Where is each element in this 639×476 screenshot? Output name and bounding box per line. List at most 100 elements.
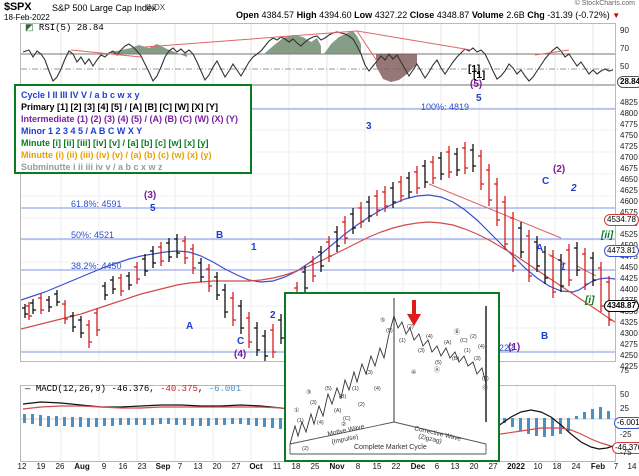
rsi-tick-70: 70: [620, 44, 629, 53]
symbol-ticker: $SPX: [4, 1, 32, 13]
xtick-5: 16: [118, 462, 128, 471]
inset-diagram: (1) (2) (3) (4) (5) (A) (B) (C) (1) (2) (3) (4…: [289, 298, 489, 455]
svg-text:①: ①: [294, 407, 299, 414]
legend-intermediate: Intermediate (1) (2) (3) (4) (5) / (A) (…: [21, 114, 238, 124]
svg-text:③: ③: [306, 389, 311, 396]
xtick-0: 12: [17, 462, 27, 471]
xtick-1: 19: [36, 462, 46, 471]
price-tick-4275: 4275: [620, 340, 638, 349]
volume-value: 2.6B: [506, 10, 525, 20]
xtick-15: 25: [310, 462, 320, 471]
svg-text:(3): (3): [366, 370, 373, 376]
xtick-25: 2022: [507, 462, 525, 471]
xtick-4: 9: [101, 462, 107, 471]
svg-text:②: ②: [341, 421, 346, 428]
svg-text:(4): (4): [374, 386, 381, 392]
xtick-29: Feb: [590, 462, 606, 471]
wave-label-minor-B-left: B: [216, 230, 224, 241]
svg-text:(2): (2): [358, 402, 365, 408]
xtick-26: 10: [533, 462, 543, 471]
open-label: Open: [236, 10, 260, 20]
macd-value: -46.376: [111, 384, 150, 394]
macd-tick-neg75: -75: [620, 448, 632, 457]
xtick-11: 27: [231, 462, 241, 471]
wave-label-primary-1: [1]: [468, 64, 481, 75]
wave-label-minor-C-left: C: [237, 336, 245, 347]
price-tick-4675: 4675: [620, 164, 638, 173]
svg-text:(4): (4): [317, 420, 324, 426]
wave-label-minor-1-right: 1: [560, 262, 566, 273]
rsi-indicator-icon: ◩: [25, 23, 34, 33]
low-label: Low: [354, 10, 373, 20]
fib-label-50: 50%: 4521: [71, 230, 115, 240]
svg-text:Ⓑ: Ⓑ: [454, 328, 460, 336]
svg-text:(2): (2): [470, 334, 477, 340]
price-tick-4450: 4450: [620, 263, 638, 272]
price-callout-red: 4534.78: [604, 214, 639, 226]
price-tick-4300: 4300: [620, 329, 638, 338]
fib-label-382: 38.2%: 4450: [71, 261, 122, 271]
xtick-22: 13: [450, 462, 460, 471]
svg-text:(3): (3): [418, 348, 425, 354]
wave-label-intermediate-4: (4): [234, 349, 247, 360]
svg-text:(C): (C): [460, 338, 468, 344]
wave-label-minor-2-right: 2: [571, 183, 577, 194]
xtick-6: 23: [137, 462, 147, 471]
svg-text:(1): (1): [352, 386, 359, 392]
svg-text:(5): (5): [435, 360, 442, 366]
quote-bar: Open 4384.57 High 4394.60 Low 4327.22 Cl…: [236, 10, 620, 20]
x-axis: 12 19 26 Aug 9 16 23 Sep 7 13 20 27 Oct …: [0, 462, 639, 476]
wave-label-intermediate-5: (5): [470, 79, 483, 90]
price-tick-4775: 4775: [620, 120, 638, 129]
price-plot: [20, 86, 616, 362]
xtick-8: 7: [177, 462, 183, 471]
price-callout-black: 4348.87: [604, 300, 639, 312]
svg-text:⑤: ⑤: [380, 317, 385, 324]
close-label: Close: [409, 10, 435, 20]
wave-label-intermediate-1: (1): [508, 342, 521, 353]
svg-text:(1): (1): [464, 348, 471, 354]
xtick-24: 27: [488, 462, 498, 471]
chg-value: -31.39 (-0.72%): [547, 10, 610, 20]
price-tick-4600: 4600: [620, 197, 638, 206]
price-tick-4225: 4225: [620, 362, 638, 371]
xtick-30: 7: [613, 462, 619, 471]
svg-text:(1): (1): [297, 418, 304, 424]
wave-label-minor-2-left: 2: [270, 310, 276, 321]
macd-signal-value: -40.375: [160, 384, 198, 394]
legend-minute: Minute [i] [ii] [iii] [iv] [v] / [a] [b]…: [21, 138, 209, 148]
xtick-14: 18: [291, 462, 301, 471]
svg-text:(3): (3): [474, 356, 481, 362]
price-tick-4625: 4625: [620, 186, 638, 195]
xtick-12: Oct: [249, 462, 263, 471]
close-value: 4348.87: [436, 10, 470, 20]
macd-line-icon: —: [25, 384, 31, 394]
rsi-tick-50: 50: [620, 62, 629, 71]
low-value: 4327.22: [374, 10, 408, 20]
wave-label-minor-A-right: A: [536, 243, 544, 254]
xtick-7: Sep: [155, 462, 171, 471]
wave-label-minor-A-left: A: [186, 321, 194, 332]
wave-label-minor-3: 3: [366, 121, 372, 132]
price-tick-4250: 4250: [620, 351, 638, 360]
macd-line-callout: -46.376: [612, 442, 639, 454]
wave-label-primary-1-rsi: [1]: [473, 70, 486, 81]
xtick-9: 13: [193, 462, 203, 471]
xtick-23: 20: [469, 462, 479, 471]
svg-text:(A): (A): [444, 340, 452, 346]
svg-text:(5): (5): [386, 328, 393, 334]
svg-text:(C): (C): [343, 416, 351, 422]
svg-text:(A): (A): [334, 408, 342, 414]
chg-down-arrow-icon: ▼: [612, 11, 621, 20]
legend-minuette: Minutte (i) (ii) (iii) (iv) (v) / (a) (b…: [21, 150, 212, 160]
price-tick-4400: 4400: [620, 285, 638, 294]
xtick-2: 26: [55, 462, 65, 471]
macd-tick-50: 50: [620, 390, 629, 399]
wave-label-minute-i: [i]: [585, 295, 595, 306]
svg-text:(2): (2): [302, 446, 309, 452]
price-tick-4725: 4725: [620, 142, 638, 151]
wave-label-minor-B-right: B: [541, 331, 549, 342]
rsi-plot: [21, 24, 615, 84]
svg-text:(5): (5): [325, 386, 332, 392]
svg-text:(2): (2): [407, 324, 414, 330]
